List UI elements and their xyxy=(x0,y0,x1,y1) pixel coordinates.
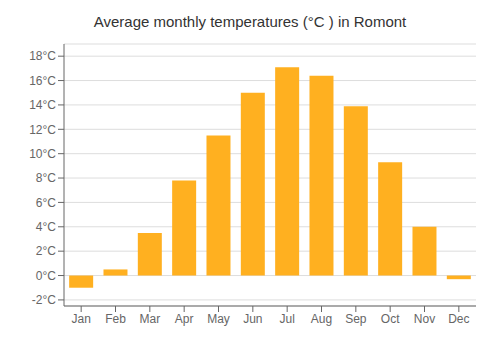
svg-text:Jun: Jun xyxy=(243,312,262,326)
svg-text:8°C: 8°C xyxy=(36,171,56,185)
svg-text:0°C: 0°C xyxy=(36,269,56,283)
svg-text:Mar: Mar xyxy=(139,312,160,326)
svg-text:14°C: 14°C xyxy=(29,98,56,112)
svg-text:Sep: Sep xyxy=(345,312,367,326)
svg-text:Apr: Apr xyxy=(175,312,194,326)
svg-text:Nov: Nov xyxy=(414,312,435,326)
svg-text:18°C: 18°C xyxy=(29,49,56,63)
svg-text:16°C: 16°C xyxy=(29,74,56,88)
svg-text:Oct: Oct xyxy=(381,312,400,326)
html-text:Average monthly temperatures (: Average monthly temperatures (°C ) in Ro… xyxy=(93,13,407,30)
svg-text:Feb: Feb xyxy=(105,312,126,326)
svg-text:Aug: Aug xyxy=(311,312,332,326)
svg-text:Dec: Dec xyxy=(448,312,469,326)
svg-text:4°C: 4°C xyxy=(36,220,56,234)
svg-text:-2°C: -2°C xyxy=(32,293,56,307)
svg-text:6°C: 6°C xyxy=(36,196,56,210)
svg-text:12°C: 12°C xyxy=(29,123,56,137)
svg-text:Jul: Jul xyxy=(279,312,294,326)
svg-text:May: May xyxy=(207,312,230,326)
svg-text:Jan: Jan xyxy=(71,312,90,326)
svg-text:2°C: 2°C xyxy=(36,244,56,258)
svg-text:10°C: 10°C xyxy=(29,147,56,161)
